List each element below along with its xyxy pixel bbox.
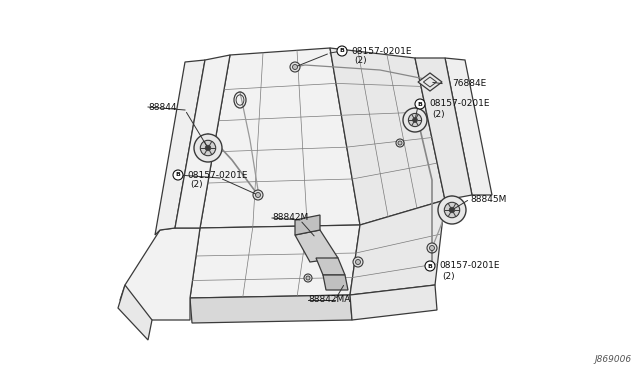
Text: (2): (2): [354, 57, 367, 65]
Circle shape: [355, 260, 360, 264]
Polygon shape: [418, 73, 442, 91]
Circle shape: [337, 46, 347, 56]
Circle shape: [396, 139, 404, 147]
Text: (2): (2): [190, 180, 203, 189]
Text: 08157-0201E: 08157-0201E: [429, 99, 490, 109]
Circle shape: [173, 170, 183, 180]
Circle shape: [290, 62, 300, 72]
Polygon shape: [330, 48, 445, 225]
Circle shape: [413, 118, 417, 122]
Text: 88844: 88844: [148, 103, 177, 112]
Polygon shape: [445, 58, 492, 195]
Polygon shape: [350, 200, 445, 295]
Polygon shape: [155, 60, 205, 235]
Circle shape: [292, 64, 298, 70]
Circle shape: [449, 207, 455, 213]
Polygon shape: [415, 58, 472, 200]
Polygon shape: [295, 230, 338, 262]
Circle shape: [398, 141, 402, 145]
Text: 88842MA: 88842MA: [308, 295, 350, 305]
Circle shape: [444, 202, 460, 218]
Polygon shape: [118, 285, 152, 340]
Text: B: B: [340, 48, 344, 54]
Polygon shape: [316, 258, 345, 275]
Text: B: B: [428, 263, 433, 269]
Circle shape: [415, 99, 425, 109]
Circle shape: [255, 192, 260, 198]
Polygon shape: [200, 48, 360, 228]
Circle shape: [200, 140, 216, 156]
Text: J869006: J869006: [595, 355, 632, 364]
Circle shape: [353, 257, 363, 267]
Text: (2): (2): [442, 272, 454, 280]
Circle shape: [425, 261, 435, 271]
Circle shape: [306, 276, 310, 280]
Circle shape: [253, 190, 263, 200]
Circle shape: [429, 246, 435, 250]
Polygon shape: [350, 285, 437, 320]
Circle shape: [194, 134, 222, 162]
Text: 08157-0201E: 08157-0201E: [187, 170, 248, 180]
Text: B: B: [417, 102, 422, 106]
Circle shape: [438, 196, 466, 224]
Text: 08157-0201E: 08157-0201E: [439, 262, 499, 270]
Text: B: B: [175, 173, 180, 177]
Text: 08157-0201E: 08157-0201E: [351, 46, 412, 55]
Polygon shape: [190, 225, 360, 298]
Circle shape: [427, 243, 437, 253]
Text: 76884E: 76884E: [452, 80, 486, 89]
Polygon shape: [295, 215, 320, 235]
Circle shape: [408, 113, 422, 126]
Polygon shape: [190, 295, 352, 323]
Circle shape: [205, 145, 211, 151]
Text: 88842M: 88842M: [272, 214, 308, 222]
Polygon shape: [175, 55, 230, 228]
Circle shape: [403, 108, 427, 132]
Text: (2): (2): [432, 109, 445, 119]
Circle shape: [304, 274, 312, 282]
Polygon shape: [120, 228, 200, 320]
Text: 88845M: 88845M: [470, 195, 506, 203]
Polygon shape: [323, 275, 348, 290]
